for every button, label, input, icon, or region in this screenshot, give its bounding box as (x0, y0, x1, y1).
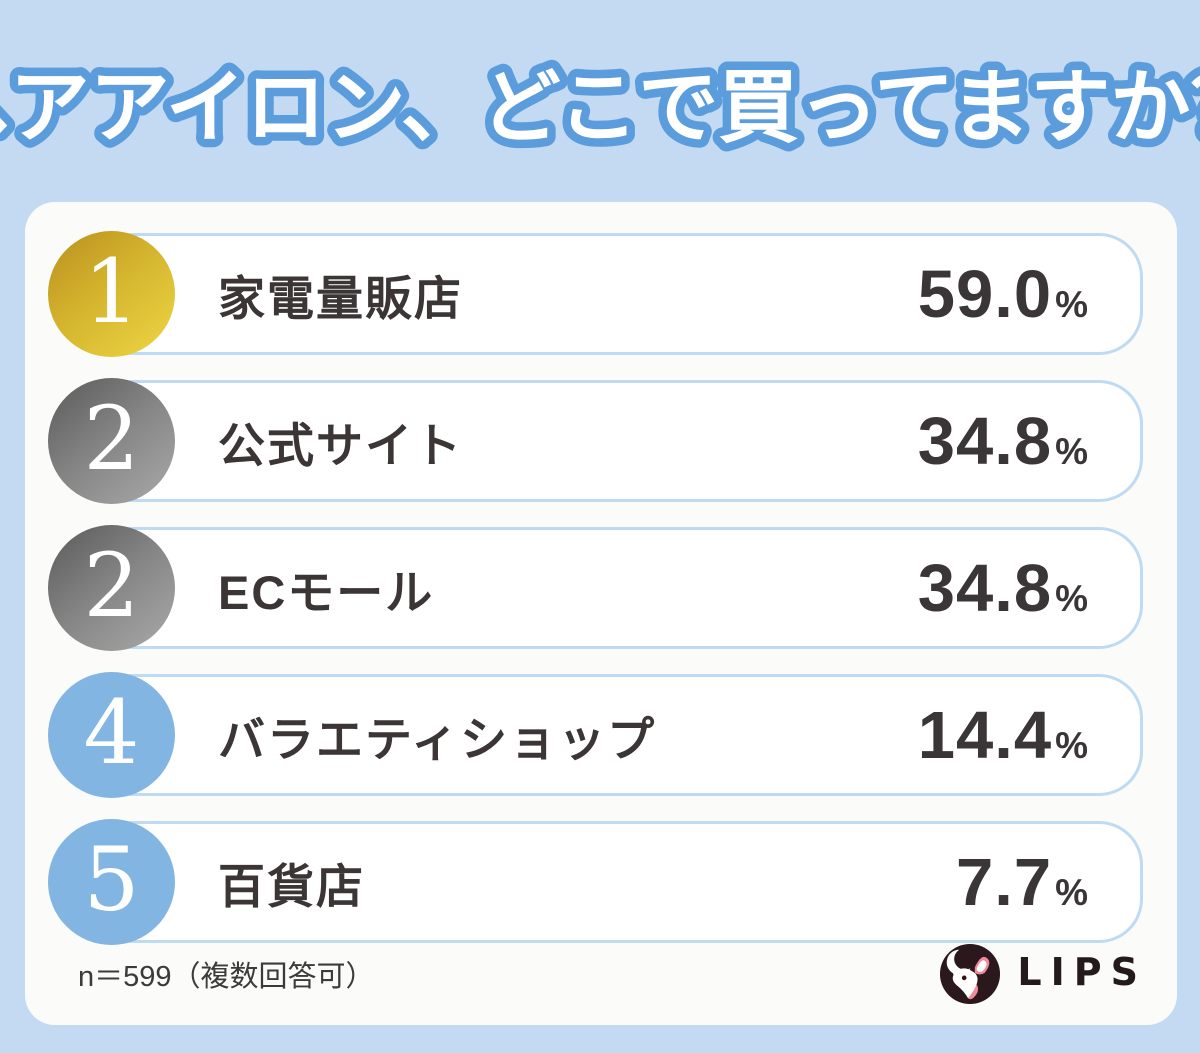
percent-value: 14.4 % (918, 697, 1088, 774)
ranking-card: 百貨店 7.7 % (90, 821, 1143, 943)
ranking-card: バラエティショップ 14.4 % (90, 674, 1143, 796)
category-label: バラエティショップ (218, 712, 657, 766)
rank-number: 2 (83, 534, 140, 637)
percent-value: 7.7 % (956, 844, 1088, 921)
deer-icon (940, 943, 1001, 1005)
brand-name: LIPS (1017, 950, 1147, 994)
category-label: 公式サイト (218, 418, 463, 472)
title-banner: ヘアアイロン、どこで買ってますか？ (0, 55, 1200, 161)
lips-brand: LIPS (939, 943, 1147, 1005)
percent-value: 59.0 % (918, 256, 1088, 333)
category-label: 家電量販店 (218, 271, 463, 325)
ranking-card: 家電量販店 59.0 % (90, 233, 1143, 355)
percent-number: 7.7 (955, 844, 1053, 920)
rank-badge-silver: 2 (48, 378, 175, 504)
page-title: ヘアアイロン、どこで買ってますか？ (0, 63, 1200, 152)
ranking-row-4: 4 バラエティショップ 14.4 % (48, 672, 1143, 798)
sample-size-note: n＝599（複数回答可） (78, 961, 375, 993)
rank-number: 2 (83, 387, 140, 490)
rank-number: 5 (83, 828, 140, 931)
ranking-row-1: 1 家電量販店 59.0 % (48, 231, 1143, 357)
rank-badge-silver: 2 (48, 525, 175, 651)
ranking-card: 公式サイト 34.8 % (90, 380, 1143, 502)
percent-unit: % (1055, 871, 1088, 913)
percent-number: 34.8 (917, 403, 1053, 479)
percent-unit: % (1055, 577, 1088, 619)
percent-unit: % (1055, 430, 1088, 472)
percent-number: 59.0 (917, 256, 1053, 332)
percent-number: 14.4 (917, 697, 1053, 773)
ranking-card: ECモール 34.8 % (90, 527, 1143, 649)
rank-number: 4 (83, 681, 140, 784)
rank-badge-blue: 4 (48, 672, 175, 798)
percent-value: 34.8 % (918, 550, 1088, 627)
category-label: 百貨店 (218, 859, 365, 913)
rank-number: 1 (83, 240, 140, 343)
percent-value: 34.8 % (918, 403, 1088, 480)
rank-badge-gold: 1 (48, 231, 175, 357)
rank-badge-blue: 5 (48, 819, 175, 945)
ranking-panel: 1 家電量販店 59.0 % 2 公式サイト 34.8 (25, 202, 1177, 1025)
ranking-row-3: 2 ECモール 34.8 % (48, 525, 1143, 651)
category-label: ECモール (218, 565, 435, 619)
ranking-list: 1 家電量販店 59.0 % 2 公式サイト 34.8 (25, 231, 1177, 968)
ranking-row-5: 5 百貨店 7.7 % (48, 819, 1143, 945)
percent-number: 34.8 (917, 550, 1053, 626)
percent-unit: % (1055, 724, 1088, 766)
ranking-row-2: 2 公式サイト 34.8 % (48, 378, 1143, 504)
percent-unit: % (1055, 283, 1088, 325)
